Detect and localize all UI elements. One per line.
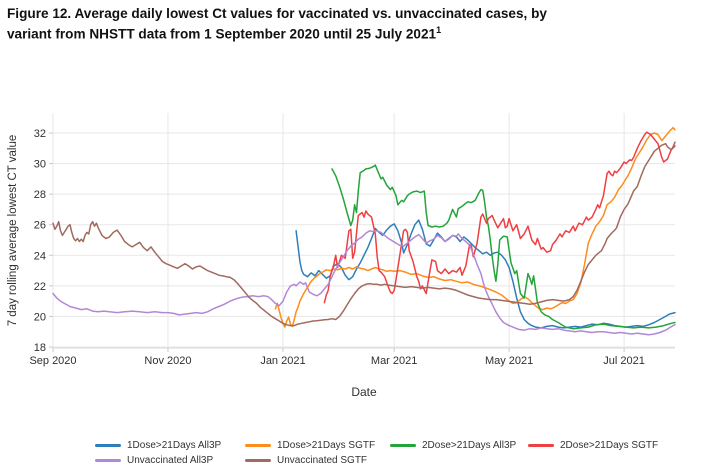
x-tick-label: May 2021 [485, 355, 533, 367]
y-tick-label: 26 [34, 220, 46, 232]
y-tick-label: 24 [34, 250, 46, 262]
series-line-1dose-21days-all3p [295, 219, 676, 329]
series-line-unvaccinated-all3p [52, 230, 676, 336]
x-tick-label: Mar 2021 [371, 355, 417, 367]
series-line-2dose-21days-all3p [331, 164, 676, 330]
y-tick-label: 28 [34, 189, 46, 201]
x-tick-label: Jul 2021 [603, 355, 645, 367]
x-axis-title: Date [351, 385, 377, 399]
y-tick-label: 18 [34, 342, 46, 354]
series-line-unvaccinated-sgtf [52, 141, 676, 327]
figure-title: Figure 12. Average daily lowest Ct value… [7, 5, 697, 43]
x-tick-label: Sep 2020 [29, 355, 76, 367]
y-tick-label: 22 [34, 281, 46, 293]
series-line-1dose-21days-sgtf [274, 126, 676, 328]
x-tick-label: Jan 2021 [260, 355, 305, 367]
y-axis-title: 7 day rolling average lowest CT value [7, 135, 19, 327]
y-tick-label: 20 [34, 311, 46, 323]
figure-title-line2: variant from NHSTT data from 1 September… [7, 25, 442, 42]
y-tick-label: 32 [34, 128, 46, 140]
footnote-marker: 1 [436, 25, 442, 35]
figure-title-line1: Figure 12. Average daily lowest Ct value… [7, 6, 547, 21]
series-line-2dose-21days-sgtf [323, 131, 676, 304]
y-tick-label: 30 [34, 159, 46, 171]
x-tick-label: Nov 2020 [144, 355, 191, 367]
